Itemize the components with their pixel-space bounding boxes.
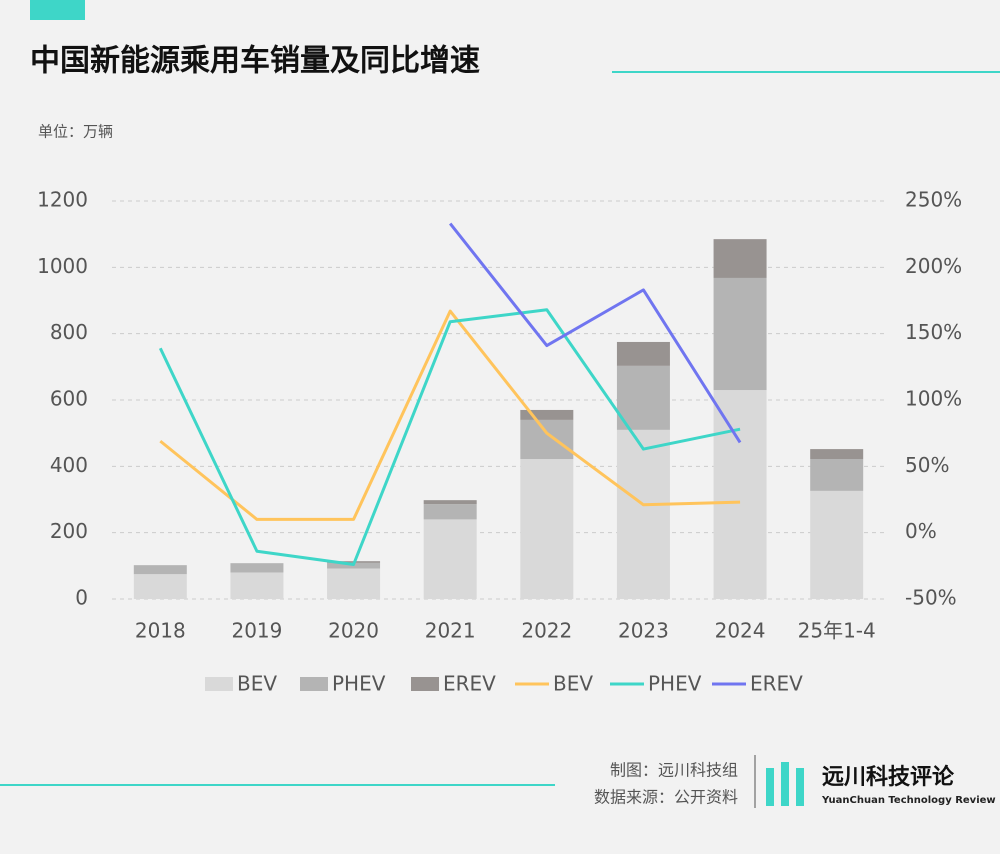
x-tick-label: 2024 bbox=[715, 619, 766, 643]
chart-title: 中国新能源乘用车销量及同比增速 bbox=[30, 44, 480, 79]
x-tick-label: 2022 bbox=[521, 619, 572, 643]
bar bbox=[520, 409, 574, 420]
bar bbox=[810, 459, 864, 491]
brand-en: YuanChuan Technology Review bbox=[821, 795, 996, 806]
x-tick-label: 2021 bbox=[425, 619, 476, 643]
x-tick-label: 2019 bbox=[231, 619, 282, 643]
legend-label: BEV bbox=[553, 672, 593, 696]
bar bbox=[133, 574, 187, 599]
bar bbox=[520, 419, 574, 460]
x-tick-label: 2023 bbox=[618, 619, 669, 643]
line bbox=[449, 222, 742, 444]
legend-label: PHEV bbox=[648, 672, 702, 696]
line bbox=[158, 308, 741, 567]
y2-tick-label: 50% bbox=[905, 453, 949, 477]
bar bbox=[520, 459, 574, 599]
unit-label: 单位：万辆 bbox=[38, 123, 113, 141]
legend-swatch bbox=[300, 677, 328, 691]
y2-tick-label: 100% bbox=[905, 387, 962, 411]
x-tick-label: 2020 bbox=[328, 619, 379, 643]
x-tick-label: 2018 bbox=[135, 619, 186, 643]
legend-label: EREV bbox=[443, 672, 496, 696]
legend-label: BEV bbox=[237, 672, 277, 696]
bar bbox=[810, 449, 864, 460]
bar bbox=[230, 572, 284, 599]
bar bbox=[327, 568, 381, 599]
y-tick-label: 600 bbox=[50, 387, 88, 411]
bar bbox=[423, 500, 477, 505]
bar bbox=[230, 563, 284, 573]
bar bbox=[616, 341, 670, 366]
brand: 远川科技评论 bbox=[822, 764, 955, 790]
y-tick-label: 1200 bbox=[37, 188, 88, 212]
y2-tick-label: 200% bbox=[905, 254, 962, 278]
bar bbox=[616, 365, 670, 430]
corner-accent bbox=[30, 0, 85, 20]
bar bbox=[423, 519, 477, 599]
bar bbox=[616, 429, 670, 599]
bar bbox=[810, 490, 864, 599]
line bbox=[159, 309, 741, 521]
legend-swatch bbox=[205, 677, 233, 691]
logo bbox=[766, 762, 804, 806]
y2-tick-label: 0% bbox=[905, 519, 937, 543]
y-tick-label: 0 bbox=[75, 586, 88, 610]
y-tick-label: 400 bbox=[50, 453, 88, 477]
y-tick-label: 200 bbox=[50, 519, 88, 543]
x-tick-label: 25年1-4 bbox=[798, 619, 876, 643]
legend-label: PHEV bbox=[332, 672, 386, 696]
bar bbox=[713, 390, 767, 599]
y-tick-label: 1000 bbox=[37, 254, 88, 278]
bar bbox=[423, 504, 477, 520]
y-tick-label: 800 bbox=[50, 320, 88, 344]
bar bbox=[133, 565, 187, 575]
legend-label: EREV bbox=[750, 672, 803, 696]
y2-tick-label: 250% bbox=[905, 188, 962, 212]
bar bbox=[713, 277, 767, 391]
bar bbox=[713, 239, 767, 278]
source: 数据来源：公开资料 bbox=[594, 788, 738, 807]
y2-tick-label: 150% bbox=[905, 320, 962, 344]
legend-swatch bbox=[411, 677, 439, 691]
y2-tick-label: -50% bbox=[905, 586, 957, 610]
credit: 制图：远川科技组 bbox=[610, 761, 738, 780]
